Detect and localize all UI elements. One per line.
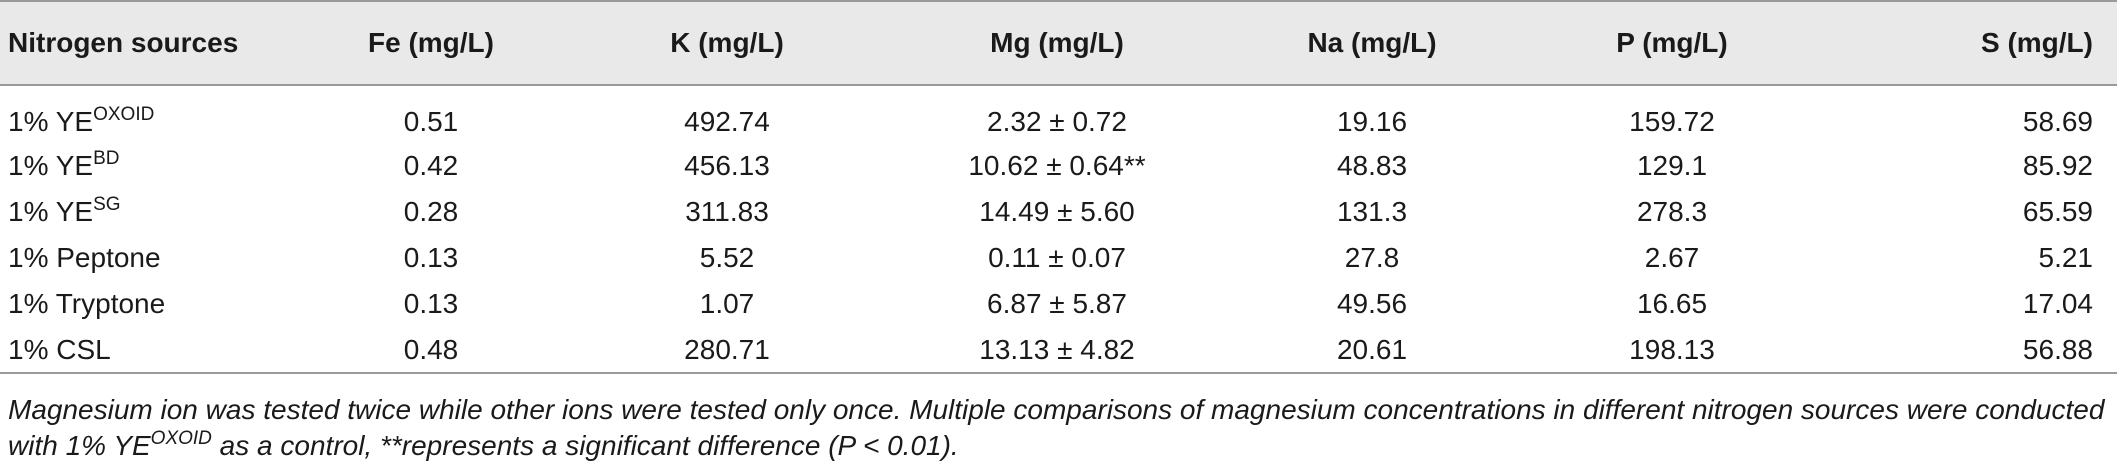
header-fe: Fe (mg/L) (300, 0, 562, 86)
header-mg: Mg (mg/L) (892, 0, 1222, 86)
cell-na: 27.8 (1344, 242, 1400, 273)
cell-p: 2.67 (1644, 242, 1700, 273)
cell-mg: 14.49 ± 5.60 (979, 196, 1135, 227)
cell-fe: 0.13 (403, 288, 459, 319)
cell-s: 85.92 (2022, 150, 2093, 181)
cell-source: 1% YESG (8, 194, 121, 227)
data-table: Nitrogen sources Fe (mg/L) K (mg/L) Mg (… (0, 0, 2117, 374)
cell-na: 19.16 (1336, 105, 1408, 137)
cell-k: 5.52 (699, 242, 755, 273)
cell-fe: 0.48 (300, 327, 562, 374)
cell-s: 56.88 (1822, 327, 2117, 374)
footnote-line-2: with 1% YEOXOID as a control, **represen… (8, 428, 959, 461)
cell-source: 1% Peptone (8, 242, 161, 273)
header-row: Nitrogen sources Fe (mg/L) K (mg/L) Mg (… (0, 0, 2117, 86)
cell-p: 198.13 (1522, 327, 1822, 374)
table-row: 1% CSL 0.48 280.71 13.13 ± 4.82 20.61 19… (0, 327, 2117, 374)
cell-mg: 13.13 ± 4.82 (892, 327, 1222, 374)
cell-s: 5.21 (2038, 242, 2094, 273)
cell-k: 492.74 (684, 105, 770, 137)
footnote-line-1: Magnesium ion was tested twice while oth… (8, 394, 2105, 425)
cell-p: 16.65 (1636, 288, 1708, 319)
cell-fe: 0.42 (403, 150, 459, 181)
cell-k: 311.83 (685, 196, 769, 227)
cell-p: 278.3 (1636, 196, 1708, 227)
cell-mg: 10.62 ± 0.64** (968, 150, 1146, 181)
header-na: Na (mg/L) (1222, 0, 1522, 86)
cell-fe: 0.51 (403, 105, 459, 137)
cell-s: 65.59 (2022, 196, 2093, 227)
table-row: 1% Tryptone 0.13 1.07 6.87 ± 5.87 49.56 … (0, 281, 2117, 327)
cell-na: 48.83 (1336, 150, 1408, 181)
table-row: 1% YEBD 0.42 456.13 10.62 ± 0.64** 48.83… (0, 143, 2117, 189)
cell-p: 159.72 (1629, 105, 1715, 137)
cell-source: 1% YEOXOID (8, 103, 155, 137)
cell-mg: 6.87 ± 5.87 (987, 288, 1127, 319)
cell-source: 1% CSL (0, 327, 300, 374)
cell-na: 131.3 (1336, 196, 1408, 227)
cell-s: 17.04 (2022, 288, 2093, 319)
header-nitrogen-sources: Nitrogen sources (0, 0, 300, 86)
table-row: 1% YESG 0.28 311.83 14.49 ± 5.60 131.3 2… (0, 189, 2117, 235)
cell-s: 58.69 (2022, 105, 2093, 137)
cell-na: 49.56 (1336, 288, 1408, 319)
cell-mg: 0.11 ± 0.07 (988, 242, 1126, 273)
header-s: S (mg/L) (1822, 0, 2117, 86)
table-footnote: Magnesium ion was tested twice while oth… (8, 392, 2108, 464)
cell-source: 1% Tryptone (8, 288, 166, 319)
table-row: 1% Peptone 0.13 5.52 0.11 ± 0.07 27.8 2.… (0, 235, 2117, 281)
cell-mg: 2.32 ± 0.72 (987, 105, 1127, 137)
header-k: K (mg/L) (562, 0, 892, 86)
cell-na: 20.61 (1222, 327, 1522, 374)
cell-k: 280.71 (562, 327, 892, 374)
cell-k: 456.13 (684, 150, 770, 181)
cell-k: 1.07 (699, 288, 755, 319)
table-row: 1% YEOXOID 0.51 492.74 2.32 ± 0.72 19.16… (0, 85, 2117, 143)
cell-fe: 0.13 (403, 242, 459, 273)
cell-source: 1% YEBD (8, 148, 120, 181)
header-p: P (mg/L) (1522, 0, 1822, 86)
cell-fe: 0.28 (403, 196, 459, 227)
cell-p: 129.1 (1636, 150, 1708, 181)
